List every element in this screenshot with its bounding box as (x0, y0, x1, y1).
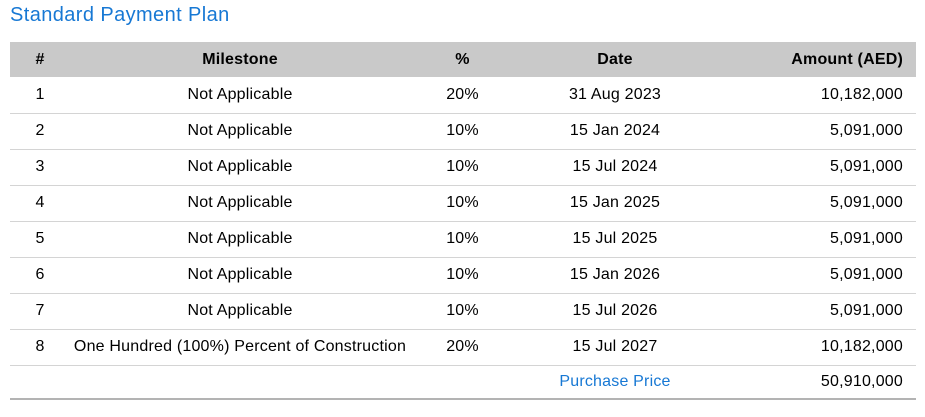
cell-pct: 10% (410, 113, 515, 150)
table-footer: Purchase Price 50,910,000 (10, 365, 916, 400)
purchase-price-label: Purchase Price (515, 365, 715, 400)
cell-milestone: One Hundred (100%) Percent of Constructi… (70, 329, 410, 366)
cell-amount: 5,091,000 (715, 185, 916, 222)
table-header: # Milestone % Date Amount (AED) (10, 42, 916, 77)
column-header-date: Date (515, 42, 715, 77)
table-row: 1 Not Applicable 20% 31 Aug 2023 10,182,… (10, 77, 916, 114)
page-title: Standard Payment Plan (10, 4, 230, 26)
cell-milestone: Not Applicable (70, 185, 410, 222)
column-header-amount: Amount (AED) (715, 42, 916, 77)
payment-plan-table: # Milestone % Date Amount (AED) 1 Not Ap… (10, 42, 916, 400)
cell-pct: 20% (410, 77, 515, 114)
cell-milestone: Not Applicable (70, 77, 410, 114)
cell-num: 2 (10, 113, 70, 150)
cell-amount: 5,091,000 (715, 257, 916, 294)
cell-pct: 10% (410, 293, 515, 330)
cell-milestone: Not Applicable (70, 257, 410, 294)
cell-pct: 10% (410, 221, 515, 258)
cell-date: 15 Jul 2027 (515, 329, 715, 366)
cell-num: 7 (10, 293, 70, 330)
cell-pct: 10% (410, 257, 515, 294)
cell-num: 8 (10, 329, 70, 366)
column-header-milestone: Milestone (70, 42, 410, 77)
purchase-price-amount: 50,910,000 (715, 365, 916, 400)
cell-pct: 10% (410, 149, 515, 186)
cell-milestone: Not Applicable (70, 221, 410, 258)
table-row: 8 One Hundred (100%) Percent of Construc… (10, 329, 916, 366)
cell-milestone: Not Applicable (70, 293, 410, 330)
column-header-pct: % (410, 42, 515, 77)
footer-row: Purchase Price 50,910,000 (10, 365, 916, 400)
cell-amount: 5,091,000 (715, 113, 916, 150)
footer-spacer (70, 365, 410, 400)
footer-spacer (10, 365, 70, 400)
cell-date: 15 Jan 2024 (515, 113, 715, 150)
cell-amount: 5,091,000 (715, 293, 916, 330)
table-row: 6 Not Applicable 10% 15 Jan 2026 5,091,0… (10, 257, 916, 294)
cell-num: 6 (10, 257, 70, 294)
table-row: 3 Not Applicable 10% 15 Jul 2024 5,091,0… (10, 149, 916, 186)
cell-num: 1 (10, 77, 70, 114)
cell-milestone: Not Applicable (70, 149, 410, 186)
cell-date: 15 Jan 2025 (515, 185, 715, 222)
cell-pct: 10% (410, 185, 515, 222)
cell-date: 15 Jul 2026 (515, 293, 715, 330)
cell-num: 5 (10, 221, 70, 258)
footer-spacer (410, 365, 515, 400)
cell-num: 3 (10, 149, 70, 186)
table-row: 4 Not Applicable 10% 15 Jan 2025 5,091,0… (10, 185, 916, 222)
payment-plan-section: Standard Payment Plan # Milestone % Date… (10, 4, 916, 400)
cell-amount: 5,091,000 (715, 221, 916, 258)
table-row: 5 Not Applicable 10% 15 Jul 2025 5,091,0… (10, 221, 916, 258)
cell-date: 15 Jul 2024 (515, 149, 715, 186)
cell-date: 15 Jul 2025 (515, 221, 715, 258)
header-row: # Milestone % Date Amount (AED) (10, 42, 916, 77)
cell-amount: 10,182,000 (715, 329, 916, 366)
cell-amount: 5,091,000 (715, 149, 916, 186)
column-header-num: # (10, 42, 70, 77)
cell-amount: 10,182,000 (715, 77, 916, 114)
cell-num: 4 (10, 185, 70, 222)
cell-date: 15 Jan 2026 (515, 257, 715, 294)
cell-date: 31 Aug 2023 (515, 77, 715, 114)
cell-milestone: Not Applicable (70, 113, 410, 150)
table-row: 7 Not Applicable 10% 15 Jul 2026 5,091,0… (10, 293, 916, 330)
table-row: 2 Not Applicable 10% 15 Jan 2024 5,091,0… (10, 113, 916, 150)
table-body: 1 Not Applicable 20% 31 Aug 2023 10,182,… (10, 77, 916, 366)
cell-pct: 20% (410, 329, 515, 366)
